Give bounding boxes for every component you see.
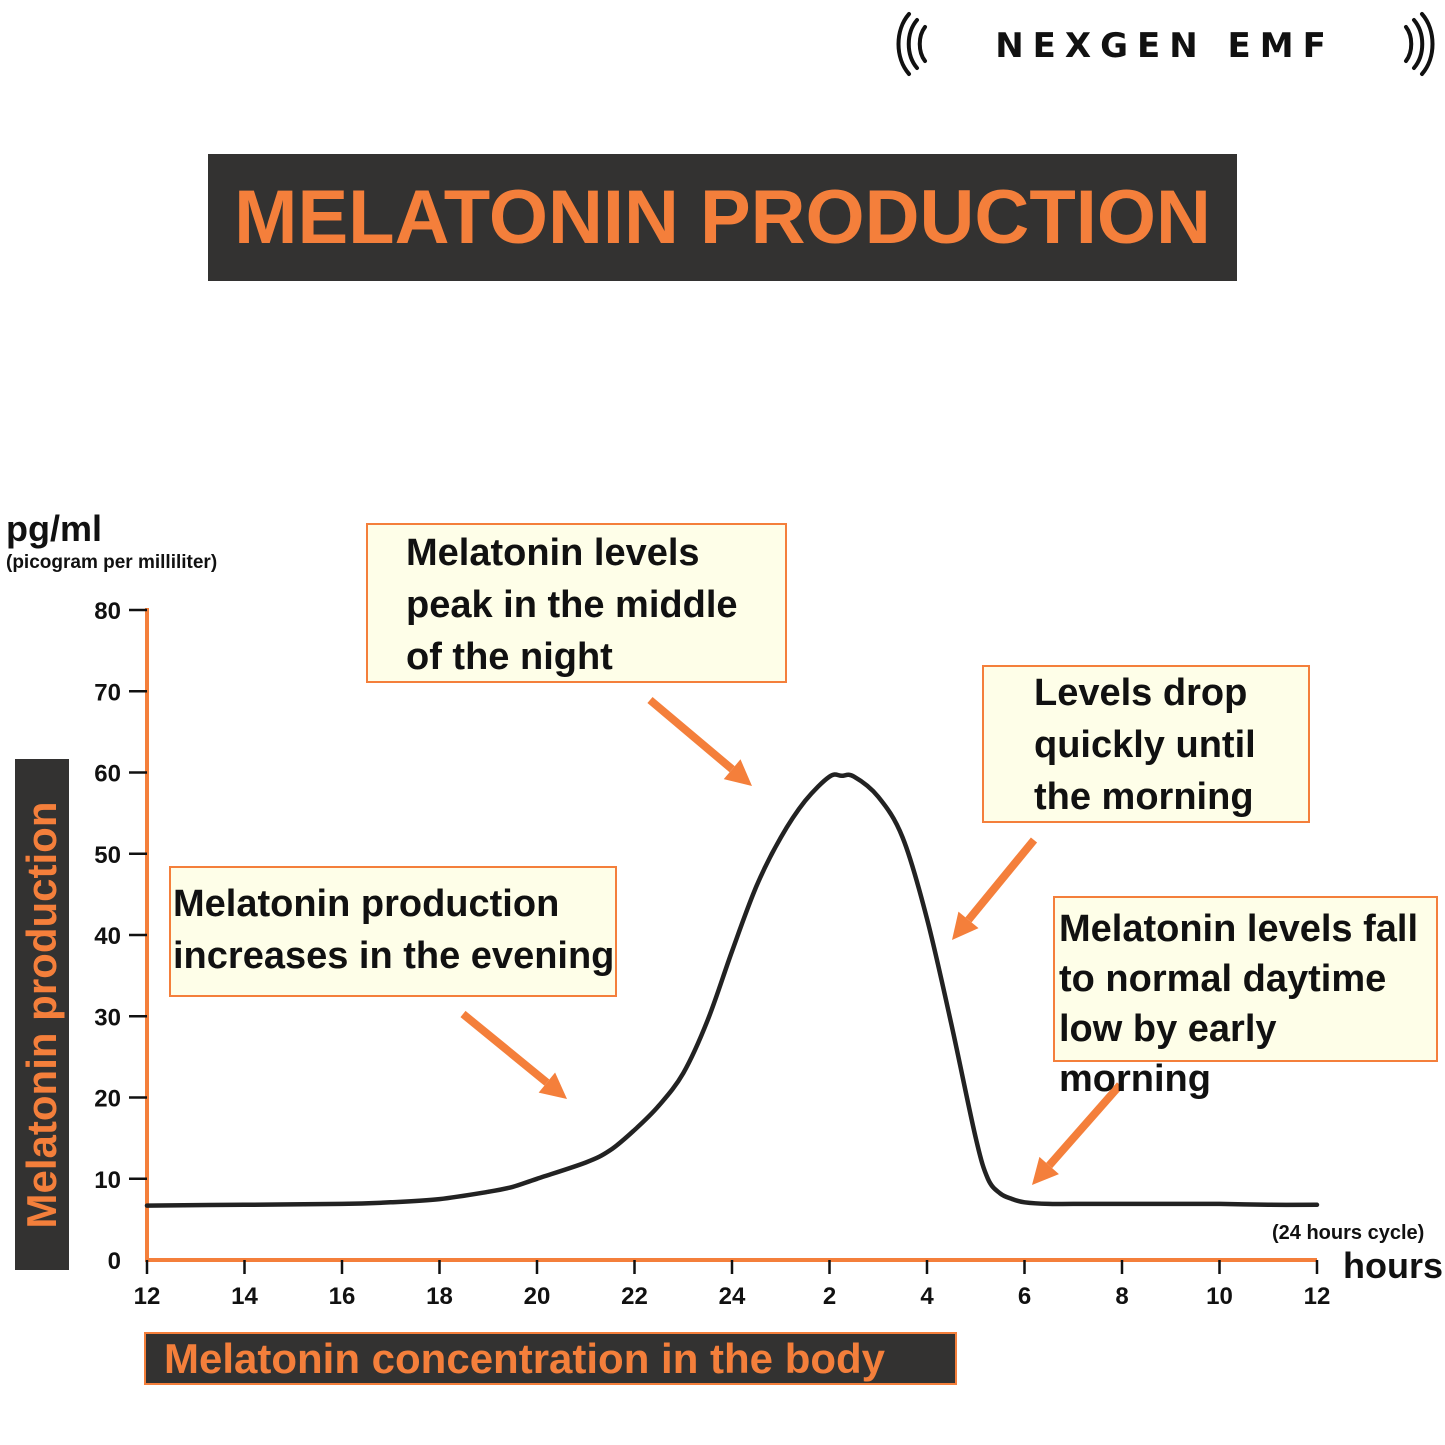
x-tick-label: 2 <box>823 1283 836 1310</box>
y-tick-label: 50 <box>94 842 121 869</box>
logo-text: NEXGEN EMF <box>995 26 1335 66</box>
annotation-line: increases in the evening <box>173 935 615 977</box>
signal-waves-left-icon <box>896 12 927 76</box>
caption-text: Melatonin concentration in the body <box>164 1334 886 1382</box>
x-axis-label: hours <box>1343 1245 1444 1286</box>
annotation-line: Melatonin levels <box>406 532 700 574</box>
annotation-line: low by early morning <box>1059 1008 1277 1100</box>
annotation-line: quickly until <box>1034 724 1256 766</box>
arrow-to-morning-low-head <box>1032 1156 1059 1185</box>
x-tick-label: 20 <box>524 1283 551 1310</box>
title-banner: MELATONIN PRODUCTION <box>208 154 1237 281</box>
annotation-line: Levels drop <box>1034 672 1248 714</box>
x-tick-label: 22 <box>621 1283 648 1310</box>
x-tick-label: 12 <box>1304 1283 1331 1310</box>
y-units-sublabel: (picogram per milliliter) <box>6 552 218 573</box>
arrow-to-drop-head <box>952 911 979 940</box>
brand-logo: NEXGEN EMF <box>896 12 1435 76</box>
annotation-line: the morning <box>1034 776 1254 818</box>
x-tick-label: 16 <box>329 1283 356 1310</box>
annotation-line: to normal daytime <box>1059 958 1387 1000</box>
annotation-evening: Melatonin production increases in the ev… <box>169 866 617 997</box>
y-tick-label: 60 <box>94 761 121 788</box>
annotation-morning: Melatonin levels fall to normal daytime … <box>1053 896 1438 1100</box>
x-cycle-label: (24 hours cycle) <box>1272 1222 1425 1244</box>
x-tick-label: 14 <box>231 1283 258 1310</box>
page-title: MELATONIN PRODUCTION <box>234 175 1211 260</box>
annotation-line: peak in the middle <box>406 584 738 626</box>
x-tick-label: 10 <box>1206 1283 1233 1310</box>
arrow-to-peak-head <box>723 759 752 786</box>
annotation-line: of the night <box>406 636 613 678</box>
arrow-to-drop-shaft <box>965 837 1038 923</box>
annotation-line: Melatonin production <box>173 883 560 925</box>
y-axis-label-box <box>15 759 69 1270</box>
caption-banner: Melatonin concentration in the body <box>144 1332 957 1385</box>
arrow-to-evening-rise-shaft <box>460 1010 550 1086</box>
y-tick-label: 0 <box>108 1248 121 1275</box>
y-tick-label: 40 <box>94 923 121 950</box>
x-tick-label: 4 <box>920 1283 934 1310</box>
x-tick-label: 18 <box>426 1283 453 1310</box>
y-tick-label: 20 <box>94 1086 121 1113</box>
x-tick-label: 8 <box>1115 1283 1128 1310</box>
x-tick-label: 24 <box>719 1283 746 1310</box>
signal-waves-right-icon <box>1404 12 1435 76</box>
annotation-drop: Levels drop quickly until the morning <box>982 665 1310 823</box>
y-tick-label: 80 <box>94 598 121 625</box>
arrow-to-evening-rise-head <box>538 1072 567 1099</box>
y-tick-label: 30 <box>94 1004 121 1031</box>
y-tick-label: 10 <box>94 1167 121 1194</box>
arrow-to-morning-low-shaft <box>1046 1082 1124 1169</box>
arrow-to-peak-shaft <box>647 696 735 773</box>
annotation-line: Melatonin levels fall <box>1059 908 1418 950</box>
y-units-label: pg/ml <box>6 508 102 549</box>
series-line-melatonin <box>144 772 1320 1208</box>
y-tick-label: 70 <box>94 679 121 706</box>
x-tick-label: 12 <box>134 1283 161 1310</box>
x-tick-label: 6 <box>1018 1283 1031 1310</box>
annotation-peak: Melatonin levels peak in the middle of t… <box>366 523 787 683</box>
